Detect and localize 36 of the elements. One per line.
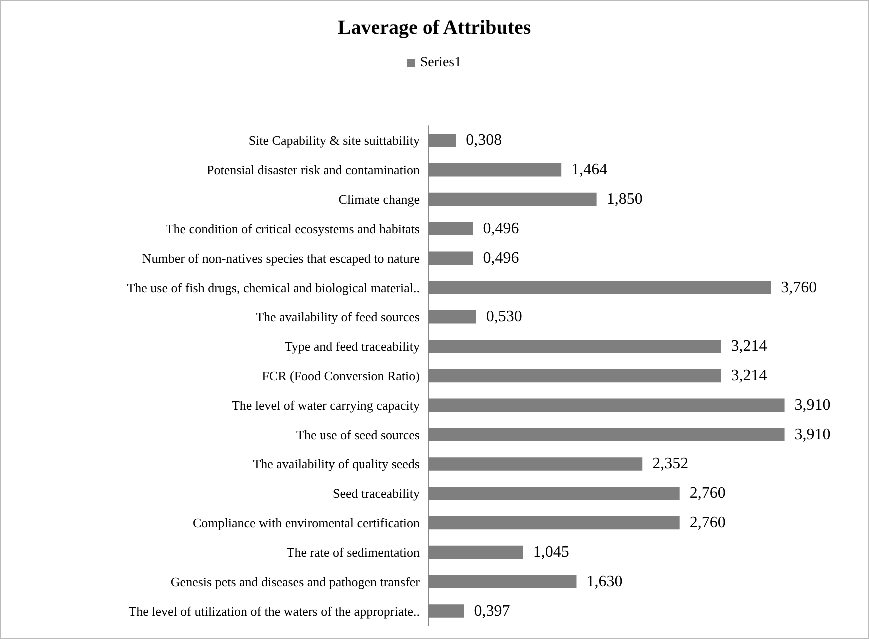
data-label: 1,045 bbox=[533, 544, 570, 561]
data-label: 2,760 bbox=[690, 485, 726, 502]
y-tick-label: FCR (Food Conversion Ratio) bbox=[262, 368, 420, 384]
y-tick-label: Type and feed traceability bbox=[284, 339, 420, 354]
data-label: 1,850 bbox=[606, 191, 643, 208]
y-tick-label: The condition of critical ecosystems and habitats bbox=[166, 221, 420, 236]
y-tick-label: The level of utilization of the waters of the appropriate.. bbox=[128, 604, 420, 619]
y-tick-label: The availability of quality seeds bbox=[253, 456, 420, 472]
y-tick-label: Seed traceability bbox=[333, 486, 420, 502]
data-label: 3,760 bbox=[781, 279, 818, 296]
data-label: 0,496 bbox=[483, 220, 520, 238]
data-label: 2,760 bbox=[690, 514, 726, 532]
data-label: 0,530 bbox=[486, 308, 522, 326]
y-tick-label: The level of water carrying capacity bbox=[232, 398, 420, 413]
data-label: 1,464 bbox=[572, 162, 608, 179]
data-label: 0,496 bbox=[483, 250, 520, 267]
y-tick-label: Compliance with enviromental certification bbox=[192, 516, 420, 531]
data-label: 3,214 bbox=[731, 368, 768, 384]
y-tick-label: Genesis pets and diseases and pathogen transfer bbox=[170, 574, 421, 590]
data-label: 0,308 bbox=[466, 132, 502, 150]
y-tick-label: The use of fish drugs, chemical and biological material.. bbox=[127, 280, 420, 296]
data-label: 3,910 bbox=[794, 396, 831, 414]
legend-label: Series1 bbox=[420, 56, 462, 70]
data-label: 2,352 bbox=[652, 456, 689, 473]
y-tick-label: Potensial disaster risk and contamination bbox=[206, 162, 420, 178]
data-label: 0,397 bbox=[474, 602, 510, 620]
y-tick-label: Climate change bbox=[338, 192, 420, 208]
data-label: 1,630 bbox=[586, 573, 623, 590]
y-tick-label: Number of non-natives species that escaped to nature bbox=[142, 250, 420, 266]
y-tick-label: Site Capability & site suittability bbox=[248, 133, 420, 148]
data-label: 3,214 bbox=[731, 338, 768, 356]
y-tick-label: The rate of sedimentation bbox=[286, 544, 420, 560]
y-tick-label: The availability of feed sources bbox=[256, 310, 420, 325]
y-tick-label: The use of seed sources bbox=[296, 427, 420, 442]
data-label: 3,910 bbox=[794, 426, 831, 444]
chart-title: Laverage of Attributes bbox=[338, 17, 532, 39]
